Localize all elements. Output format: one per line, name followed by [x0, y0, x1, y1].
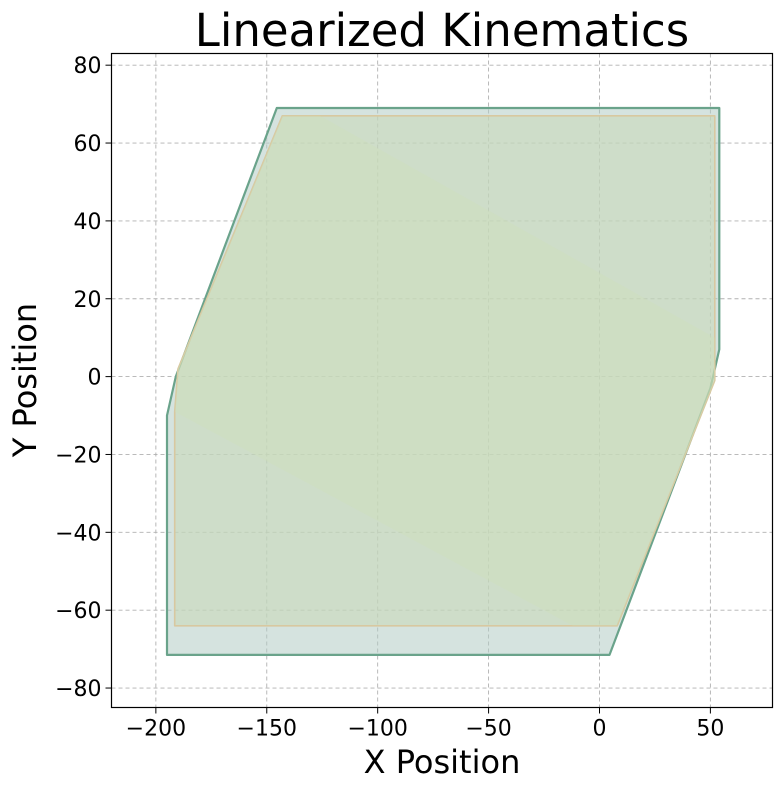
x-tick-label: −200 — [126, 717, 186, 742]
x-tick-label: 50 — [696, 717, 724, 742]
chart-title: Linearized Kinematics — [195, 4, 690, 57]
x-tick-label: −100 — [347, 717, 407, 742]
x-tick-label: −150 — [237, 717, 297, 742]
y-tick-label: −40 — [55, 521, 101, 546]
y-tick-label: 40 — [74, 210, 102, 235]
plot-frame — [110, 52, 774, 709]
y-axis-label: Y Position — [6, 303, 44, 458]
x-tick-label: 0 — [592, 717, 606, 742]
y-tick-label: −80 — [55, 677, 101, 702]
y-tick-label: 80 — [74, 54, 102, 79]
y-tick-label: 20 — [74, 288, 102, 313]
y-tick-label: 60 — [74, 132, 102, 157]
x-axis-label: X Position — [364, 743, 521, 781]
series-polygon-2 — [173, 115, 716, 627]
series-group — [165, 106, 721, 657]
y-tick-label: −60 — [55, 599, 101, 624]
y-tick-label: −20 — [55, 443, 101, 468]
y-tick-label: 0 — [88, 366, 102, 391]
series-polygon-3 — [174, 115, 715, 626]
x-tick-label: −50 — [465, 717, 511, 742]
